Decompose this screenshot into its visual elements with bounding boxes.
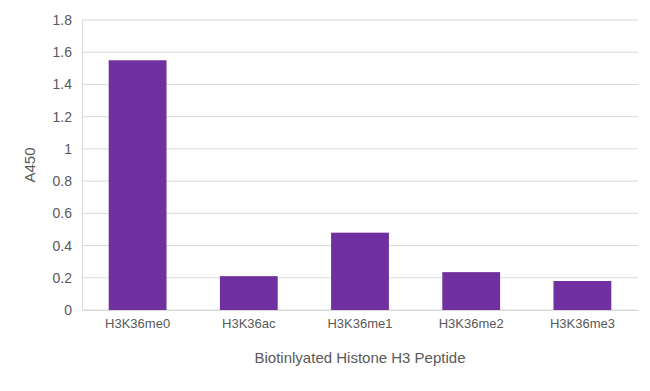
x-tick-label: H3K36me1 (327, 316, 392, 331)
bar (109, 60, 167, 310)
bar (442, 272, 500, 310)
x-tick: H3K36me3 (550, 310, 615, 331)
y-tick: 0.6 (53, 205, 82, 221)
bar (331, 233, 389, 310)
y-axis: 0 0.2 0.4 0.6 0.8 1 1.2 1.4 1.6 1.8 (53, 12, 83, 318)
y-tick: 1.2 (53, 109, 82, 125)
y-tick-label: 0 (64, 302, 72, 318)
x-axis: H3K36me0 H3K36ac H3K36me1 H3K36me2 H3K36me3 (83, 310, 639, 331)
x-tick-label: H3K36me0 (105, 316, 170, 331)
y-axis-line (82, 21, 83, 311)
y-tick-label: 1.8 (53, 12, 73, 28)
y-tick-label: 0.2 (53, 270, 73, 286)
chart: 0 0.2 0.4 0.6 0.8 1 1.2 1.4 1.6 1.8 H3K36me0 H3K36a… (0, 0, 650, 391)
bars (109, 60, 612, 310)
x-tick-label: H3K36ac (222, 316, 276, 331)
x-tick: H3K36me2 (439, 310, 504, 331)
bar (220, 276, 278, 310)
grid (82, 20, 638, 310)
y-tick-label: 1 (64, 141, 72, 157)
y-tick: 1 (64, 141, 82, 157)
bar (553, 281, 611, 310)
y-tick: 0.8 (53, 173, 82, 189)
x-tick: H3K36me1 (327, 310, 392, 331)
grid-line (82, 52, 638, 53)
grid-line (82, 20, 638, 21)
y-tick-label: 0.4 (53, 238, 73, 254)
y-tick-label: 1.2 (53, 109, 73, 125)
y-tick: 0 (64, 302, 82, 318)
y-tick: 0.2 (53, 270, 82, 286)
y-tick: 1.4 (53, 76, 82, 92)
y-tick-label: 1.6 (53, 44, 73, 60)
y-tick: 1.6 (53, 44, 82, 60)
x-tick-label: H3K36me3 (550, 316, 615, 331)
x-tick: H3K36ac (222, 310, 276, 331)
x-axis-title: Biotinlyated Histone H3 Peptide (255, 349, 466, 366)
y-tick-label: 1.4 (53, 76, 73, 92)
x-tick-label: H3K36me2 (439, 316, 504, 331)
y-axis-title: A450 (21, 147, 38, 182)
y-tick: 0.4 (53, 238, 82, 254)
x-axis-line (83, 310, 639, 311)
y-tick: 1.8 (53, 12, 82, 28)
plot-area: 0 0.2 0.4 0.6 0.8 1 1.2 1.4 1.6 1.8 H3K36me0 H3K36a… (53, 12, 639, 331)
y-tick-label: 0.6 (53, 205, 73, 221)
x-tick: H3K36me0 (105, 310, 170, 331)
y-tick-label: 0.8 (53, 173, 73, 189)
